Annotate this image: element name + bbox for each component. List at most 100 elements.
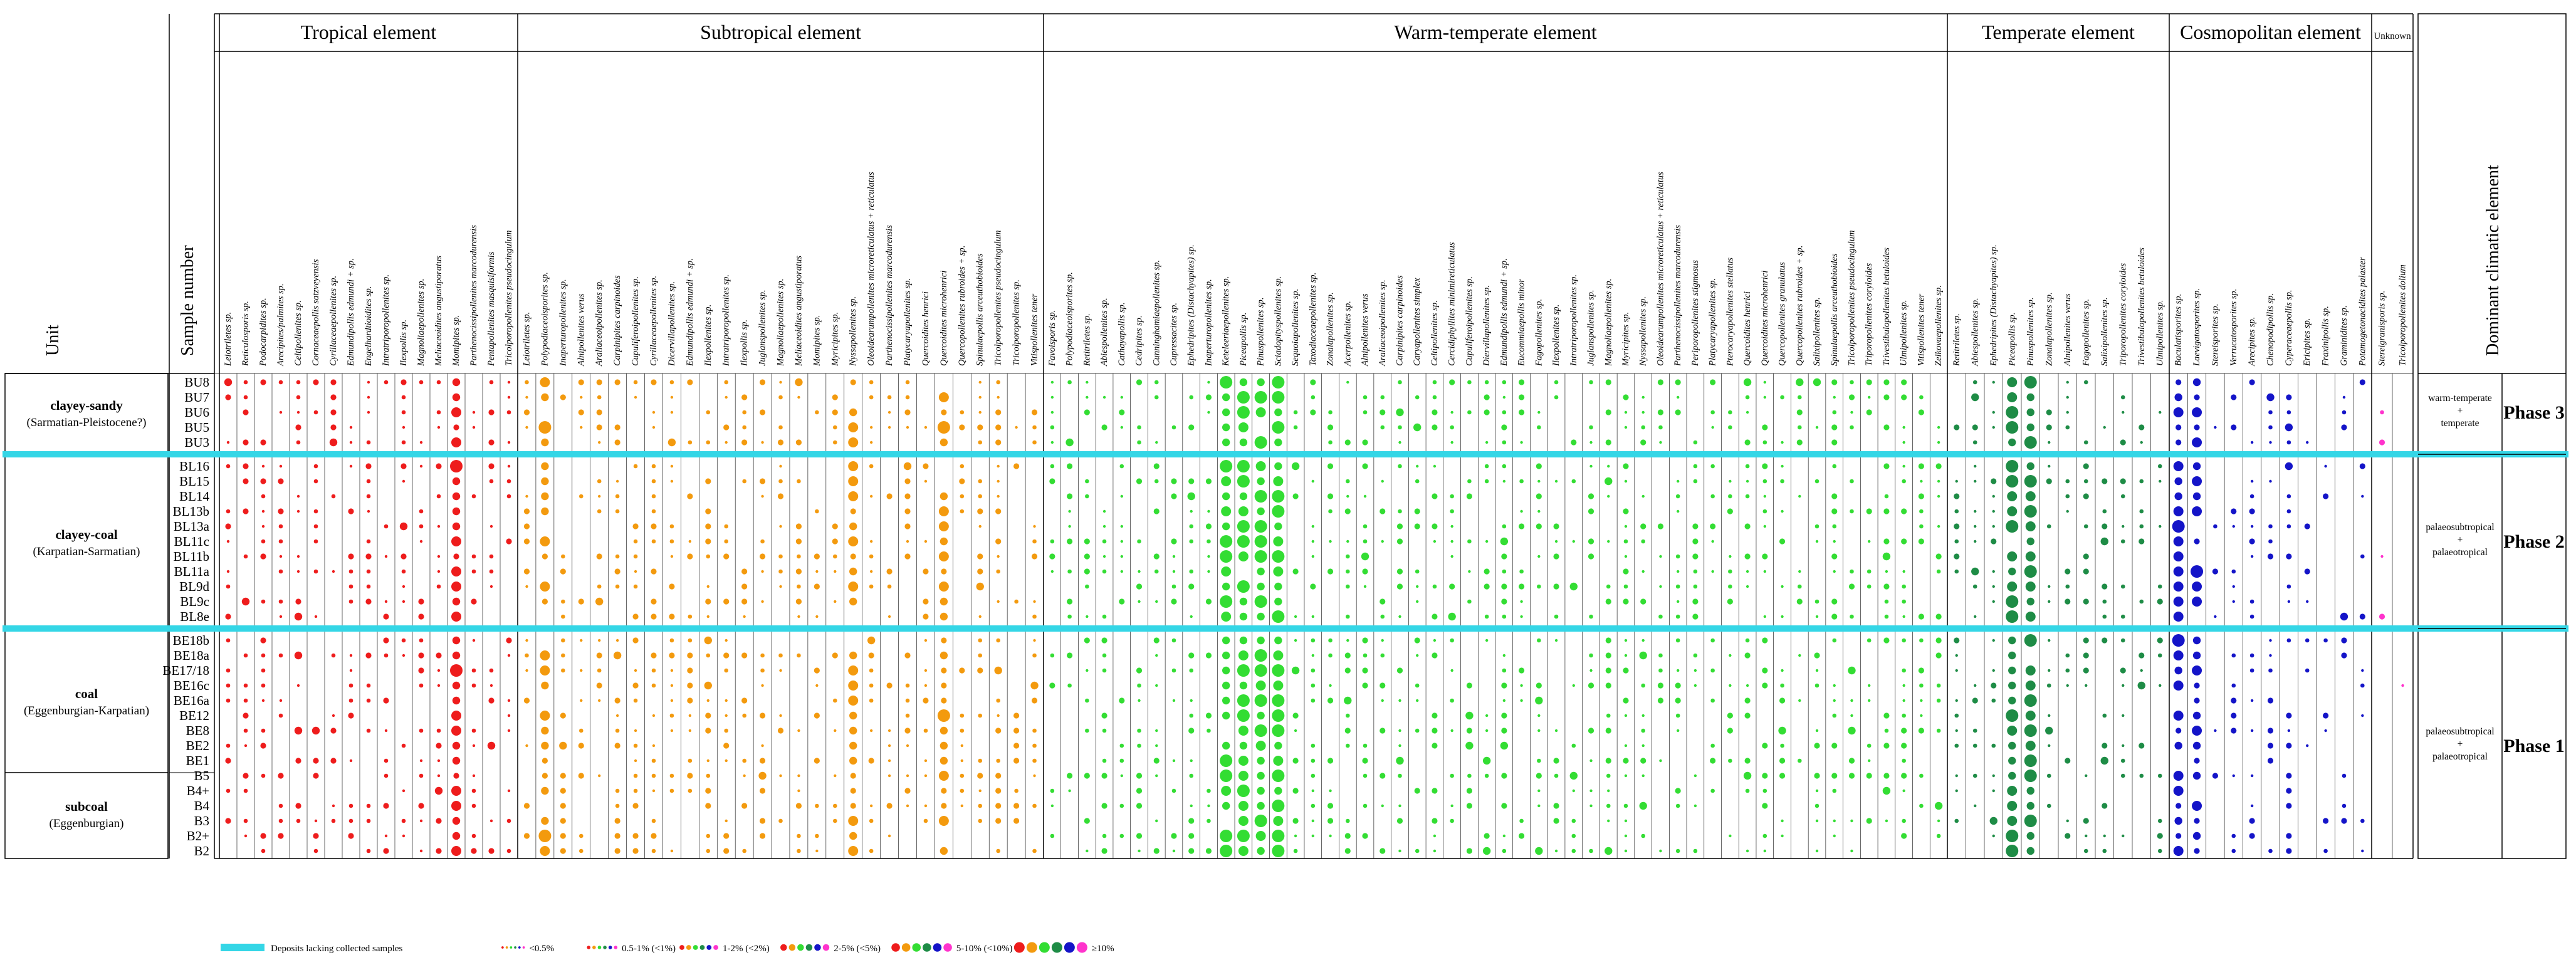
abundance-dot [2007,726,2018,736]
abundance-dot [849,741,857,750]
abundance-dot [1693,479,1698,484]
abundance-dot [1345,818,1350,823]
sample-label: BE18b [173,633,209,648]
abundance-dot [761,441,764,444]
taxon-label: Cyrillaceaepollenites sp. [328,276,338,366]
abundance-dot [797,789,800,793]
abundance-dot [1381,699,1384,702]
abundance-dot [1450,441,1453,444]
abundance-dot [1624,410,1628,414]
abundance-dot [1485,639,1489,642]
abundance-dot [294,612,303,621]
abundance-dot [1467,410,1472,415]
abundance-dot [1850,380,1854,385]
abundance-dot [419,638,424,643]
abundance-dot [1188,818,1195,824]
abundance-dot [1797,425,1802,430]
group-title: Subtropical element [700,21,861,43]
abundance-dot [923,568,929,575]
abundance-dot [1729,684,1732,687]
abundance-dot [1641,539,1646,544]
abundance-dot [1815,729,1819,733]
abundance-dot [848,681,859,691]
legend-dot [1013,942,1025,953]
abundance-dot [634,395,637,399]
abundance-dot [1254,550,1267,563]
abundance-dot [2269,441,2272,444]
abundance-dot [815,410,819,415]
abundance-dot [2139,652,2145,659]
taxon-label: Baculatisporites sp. [2174,294,2184,366]
abundance-dot [1762,463,1768,469]
abundance-dot [1711,425,1714,429]
abundance-dot [1207,410,1210,414]
abundance-dot [1763,380,1767,384]
abundance-dot [366,818,371,823]
abundance-dot [471,848,477,854]
abundance-dot [1763,615,1767,618]
abundance-dot [1884,599,1889,604]
abundance-dot [2175,803,2182,809]
legend-class-label: 1-2% (<2%) [723,944,770,954]
abundance-dot [1902,789,1905,793]
abundance-dot [1207,804,1210,808]
abundance-dot [2380,410,2384,415]
abundance-dot [2194,538,2200,545]
abundance-dot [2025,612,2036,622]
abundance-dot [960,509,965,514]
abundance-dot [1484,833,1490,839]
abundance-dot [419,509,424,514]
abundance-dot [960,728,965,733]
abundance-dot [1257,612,1265,621]
abundance-dot [1641,395,1645,399]
abundance-dot [1311,654,1315,657]
abundance-dot [2249,614,2254,619]
abundance-dot [1138,849,1141,853]
abundance-dot [1484,394,1490,400]
abundance-dot [887,410,891,414]
abundance-dot [1992,774,1995,778]
abundance-dot [1273,756,1284,766]
abundance-dot [580,669,583,672]
abundance-dot [1188,848,1195,854]
abundance-dot [1190,509,1193,513]
abundance-dot [1172,849,1176,853]
abundance-dot [540,582,550,592]
abundance-dot [1607,494,1610,498]
abundance-dot [1255,681,1266,691]
abundance-dot [1831,553,1838,560]
abundance-dot [1537,479,1541,483]
abundance-dot [487,741,496,750]
abundance-dot [1220,754,1233,767]
abundance-dot [1694,804,1697,808]
unit-age: (Sarmatian-Pleistocene?) [27,416,147,429]
abundance-dot [2286,410,2291,415]
abundance-dot [436,463,442,469]
abundance-dot [1272,694,1285,707]
abundance-dot [1432,818,1438,824]
abundance-dot [541,786,549,795]
abundance-dot [1675,713,1680,718]
abundance-dot [670,729,674,733]
abundance-dot [1935,637,1942,644]
abundance-dot [1066,773,1073,779]
abundance-dot [1710,743,1715,748]
abundance-dot [2048,441,2051,444]
abundance-dot [384,653,389,658]
abundance-dot [848,422,859,432]
abundance-dot [2286,509,2291,514]
abundance-dot [1659,555,1662,558]
abundance-dot [1831,424,1838,430]
abundance-dot [797,395,800,399]
abundance-dot [1919,683,1924,688]
taxon-label: Momipites sp. [812,315,822,367]
abundance-dot [1274,636,1282,645]
abundance-dot [1189,539,1194,544]
abundance-dot [778,554,783,559]
abundance-dot [1120,774,1123,778]
abundance-dot [2007,786,2018,796]
abundance-dot [779,524,782,528]
abundance-dot [1272,709,1285,722]
abundance-dot [2006,709,2019,722]
abundance-dot [1814,652,1820,659]
